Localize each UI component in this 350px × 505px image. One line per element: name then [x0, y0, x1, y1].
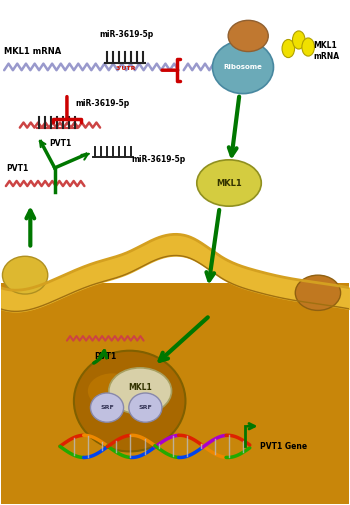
Text: PVT1: PVT1 [49, 139, 71, 147]
Text: PVT1: PVT1 [94, 351, 117, 361]
Ellipse shape [74, 350, 186, 451]
Ellipse shape [295, 275, 341, 311]
Text: miR-3619-5p: miR-3619-5p [99, 30, 153, 39]
Text: 3'UTR: 3'UTR [116, 66, 136, 71]
Text: MKL1: MKL1 [216, 178, 242, 187]
Ellipse shape [197, 160, 261, 206]
Circle shape [282, 39, 295, 58]
Ellipse shape [88, 373, 136, 409]
Ellipse shape [129, 393, 162, 422]
Ellipse shape [90, 393, 124, 422]
Circle shape [302, 38, 314, 56]
Text: PVT1: PVT1 [6, 164, 28, 173]
Text: Ribosome: Ribosome [224, 64, 262, 70]
Text: miR-3619-5p: miR-3619-5p [76, 99, 130, 109]
Text: miR-3619-5p: miR-3619-5p [131, 155, 186, 164]
Ellipse shape [2, 256, 48, 294]
Ellipse shape [212, 41, 273, 93]
Text: PVT1 Gene: PVT1 Gene [260, 442, 308, 451]
Text: SRF: SRF [100, 405, 114, 410]
Text: SRF: SRF [139, 405, 152, 410]
Text: MKL1
mRNA: MKL1 mRNA [314, 41, 340, 61]
Ellipse shape [228, 20, 268, 52]
Polygon shape [1, 283, 349, 504]
Circle shape [293, 31, 305, 49]
Text: MKL1: MKL1 [128, 383, 152, 392]
Ellipse shape [109, 368, 172, 414]
Text: MKL1 mRNA: MKL1 mRNA [4, 47, 62, 56]
